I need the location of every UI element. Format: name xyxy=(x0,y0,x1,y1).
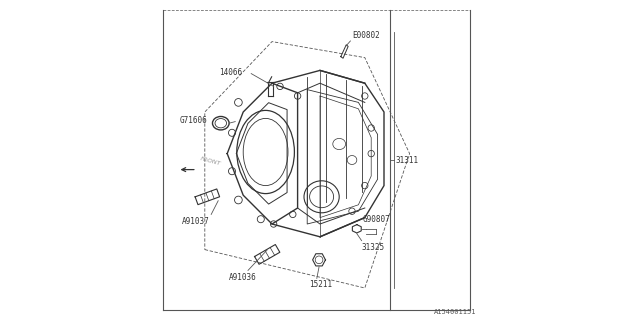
Text: 15211: 15211 xyxy=(309,280,332,289)
Text: 14066: 14066 xyxy=(219,68,243,76)
Text: 31325: 31325 xyxy=(362,243,385,252)
Text: 31311: 31311 xyxy=(396,156,419,164)
Text: E00802: E00802 xyxy=(352,31,380,40)
Text: G71606: G71606 xyxy=(179,116,207,124)
Text: FRONT: FRONT xyxy=(200,156,222,167)
Text: A154001151: A154001151 xyxy=(435,309,477,315)
Text: G90807: G90807 xyxy=(362,215,390,224)
Text: A91036: A91036 xyxy=(229,273,257,282)
Text: A91037: A91037 xyxy=(182,217,209,226)
